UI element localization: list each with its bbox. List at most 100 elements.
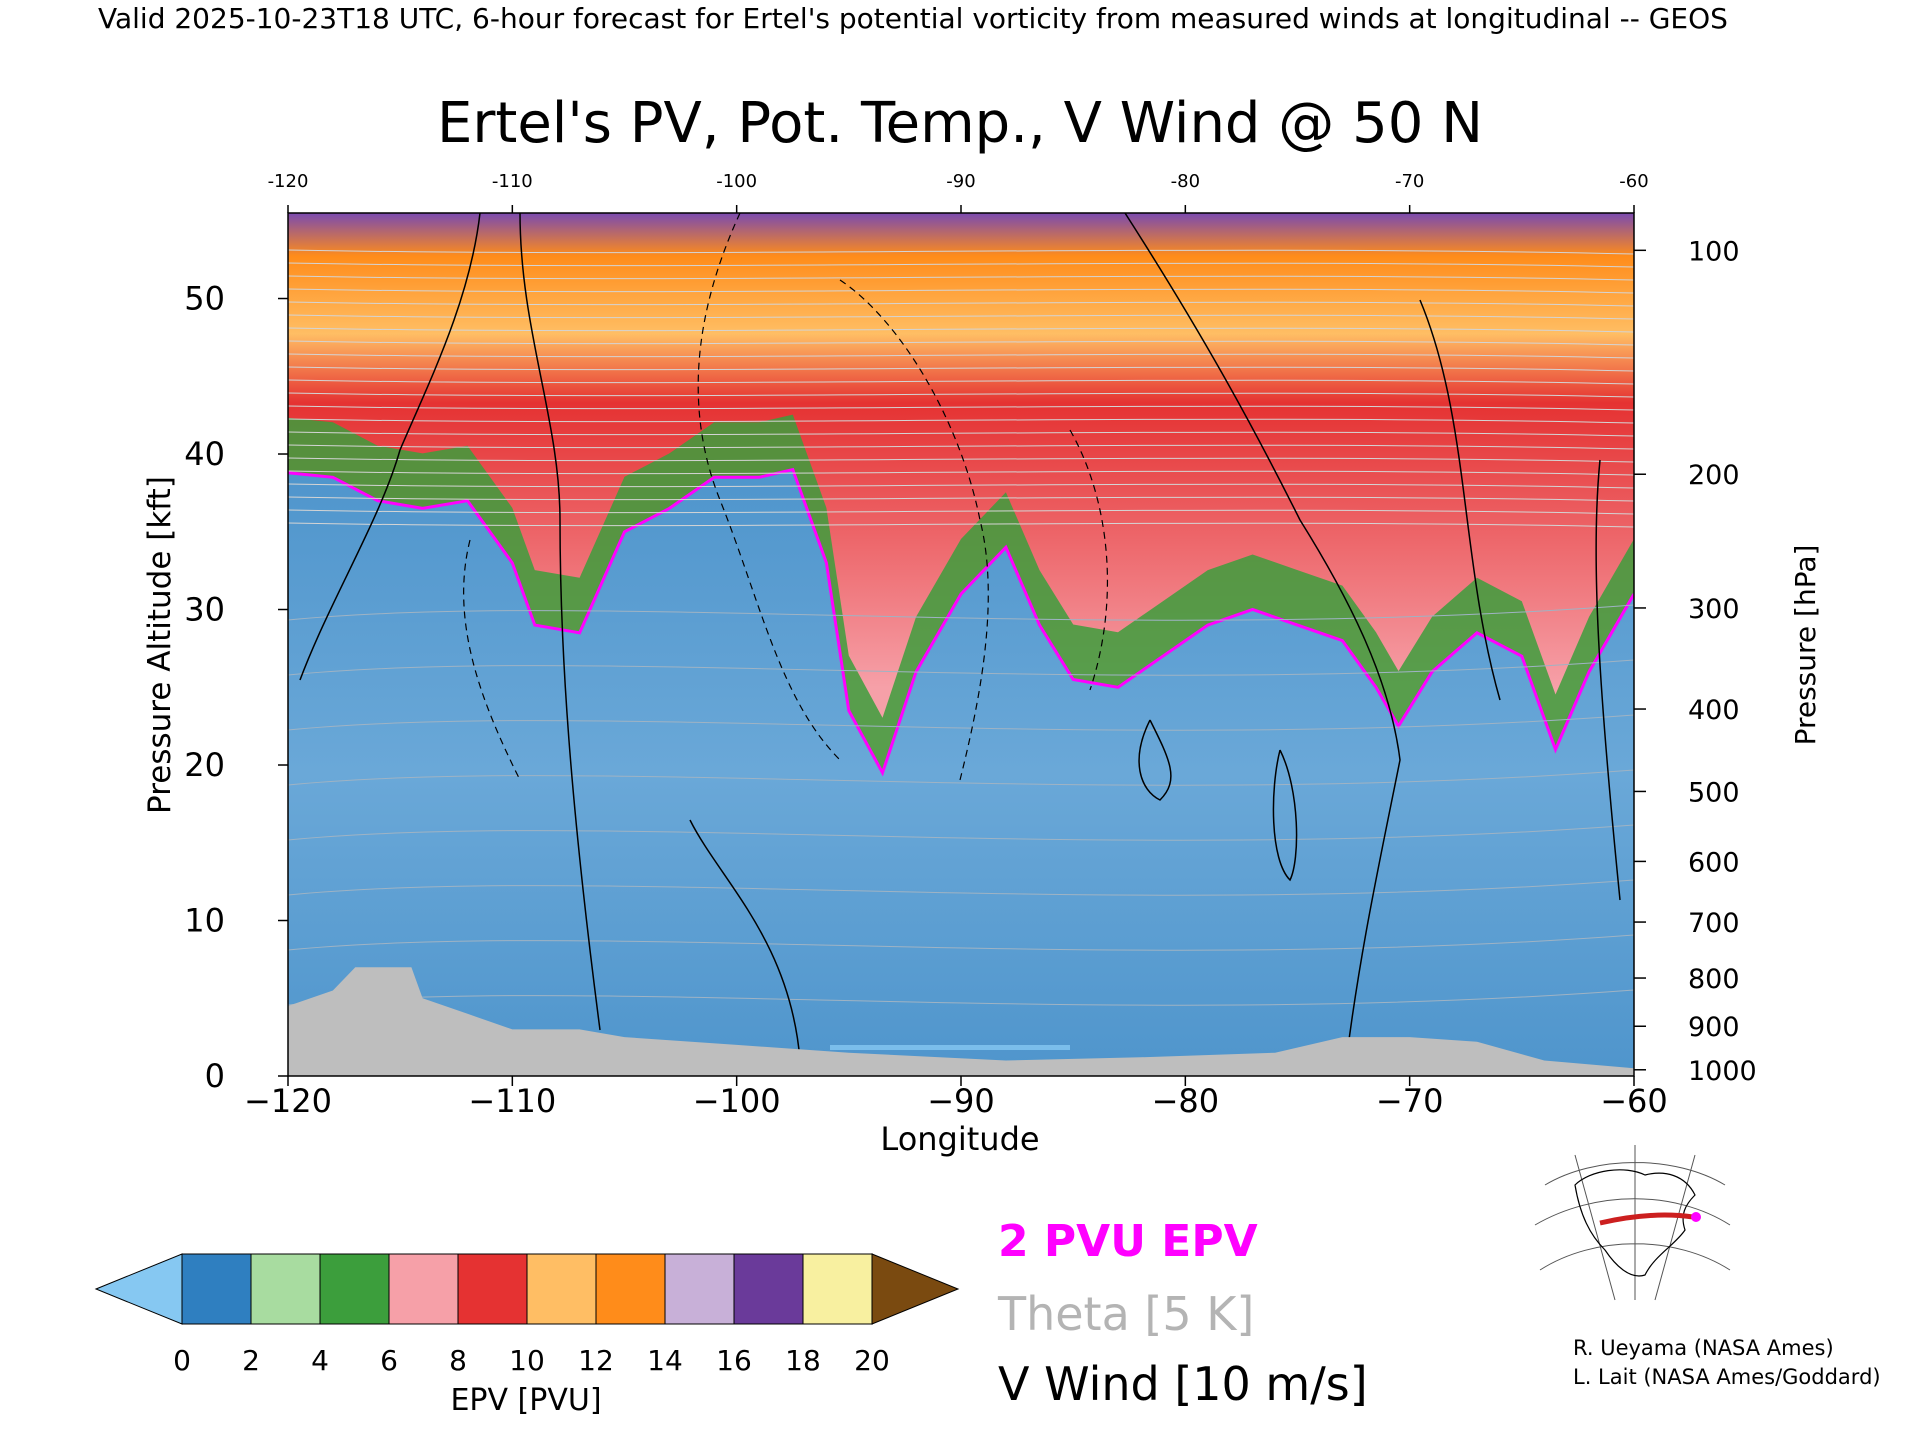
y-tick-label: 20 bbox=[184, 746, 225, 784]
theta-contour bbox=[288, 483, 1634, 489]
x-top-tick-label: -80 bbox=[1171, 171, 1200, 192]
theta-contour bbox=[288, 418, 1634, 424]
v-wind-contour bbox=[1069, 429, 1109, 691]
pressure-tick-label: 900 bbox=[1688, 1012, 1740, 1043]
theta-contour bbox=[288, 824, 1634, 841]
theta-contour bbox=[288, 405, 1634, 411]
theta-contour bbox=[288, 262, 1634, 268]
x-tick-label: −100 bbox=[693, 1082, 781, 1120]
v-wind-contour bbox=[1272, 749, 1298, 882]
x-top-tick-label: -120 bbox=[268, 171, 309, 192]
legend-epv: 2 PVU EPV bbox=[998, 1216, 1258, 1267]
chart-title: Ertel's PV, Pot. Temp., V Wind @ 50 N bbox=[437, 91, 1483, 156]
x-axis-ticks: −120 -120 −110 -110 −100 -100 −90 -90 −80 -80 −70 -… bbox=[244, 171, 1668, 1120]
pressure-tick-label: 800 bbox=[1688, 964, 1740, 995]
credit-line-1: R. Ueyama (NASA Ames) bbox=[1573, 1336, 1834, 1360]
colorbar-max-arrow bbox=[871, 1253, 960, 1325]
colorbar-tick-label: 8 bbox=[449, 1344, 467, 1377]
pressure-tick-label: 400 bbox=[1688, 695, 1740, 726]
credit-line-2: L. Lait (NASA Ames/Goddard) bbox=[1573, 1365, 1881, 1389]
y-tick-label: 30 bbox=[184, 591, 225, 629]
theta-contour bbox=[288, 275, 1634, 281]
theta-contour bbox=[288, 301, 1634, 307]
colorbar-tick-label: 18 bbox=[785, 1344, 821, 1377]
near-surface-cyan bbox=[830, 1045, 1070, 1050]
tropopause-2pvu-contour bbox=[288, 467, 1634, 777]
colorbar-tick-label: 0 bbox=[173, 1344, 191, 1377]
v-wind-contour bbox=[463, 539, 521, 781]
pressure-tick-label: 300 bbox=[1688, 594, 1740, 625]
x-tick-label: −90 bbox=[927, 1082, 995, 1120]
x-tick-label: −80 bbox=[1152, 1082, 1220, 1120]
colorbar-segment bbox=[664, 1253, 735, 1325]
theta-contour bbox=[288, 379, 1634, 385]
colorbar-segment bbox=[388, 1253, 459, 1325]
legend-theta: Theta [5 K] bbox=[997, 1287, 1254, 1341]
colorbar-segment bbox=[802, 1253, 873, 1325]
locator-map-graticule bbox=[1534, 1145, 1731, 1301]
v-wind-contour bbox=[839, 279, 989, 781]
plot-area bbox=[288, 213, 1634, 1076]
theta-contour bbox=[288, 392, 1634, 398]
v-wind-contour bbox=[519, 213, 601, 1031]
colorbar-tick-label: 12 bbox=[578, 1344, 614, 1377]
theta-contour bbox=[288, 288, 1634, 294]
locator-map-background bbox=[1535, 1145, 1730, 1300]
colorbar-segment bbox=[526, 1253, 597, 1325]
colorbar-segment bbox=[457, 1253, 528, 1325]
x-top-tick-label: -60 bbox=[1619, 171, 1648, 192]
colorbar-min-arrow bbox=[94, 1253, 183, 1325]
colorbar-label: EPV [PVU] bbox=[450, 1383, 601, 1418]
v-wind-contour bbox=[1124, 213, 1401, 1071]
v-wind-contour bbox=[1138, 719, 1172, 801]
pressure-tick-label: 600 bbox=[1688, 847, 1740, 878]
x-axis-label: Longitude bbox=[880, 1120, 1039, 1158]
theta-contour bbox=[288, 522, 1634, 528]
y-tick-label: 10 bbox=[184, 902, 225, 940]
theta-contour bbox=[288, 366, 1634, 372]
theta-contour bbox=[288, 327, 1634, 333]
v-wind-contour bbox=[1595, 459, 1621, 901]
theta-contour bbox=[288, 444, 1634, 450]
theta-contour bbox=[288, 509, 1634, 515]
v-wind-contour bbox=[299, 213, 481, 681]
x-top-tick-label: -70 bbox=[1395, 171, 1424, 192]
colorbar-segment bbox=[319, 1253, 390, 1325]
theta-contour bbox=[288, 714, 1634, 731]
pressure-tick-label: 200 bbox=[1688, 460, 1740, 491]
colorbar-tick-label: 14 bbox=[647, 1344, 683, 1377]
x-tick-label: −120 bbox=[244, 1082, 332, 1120]
locator-map bbox=[1534, 1145, 1731, 1301]
y-axis-right-label: Pressure [hPa] bbox=[1789, 545, 1822, 746]
x-tick-label: −60 bbox=[1600, 1082, 1668, 1120]
colorbar-tick-label: 20 bbox=[854, 1344, 890, 1377]
colorbar-tick-label: 6 bbox=[380, 1344, 398, 1377]
theta-contour bbox=[288, 934, 1634, 951]
legend-v-wind: V Wind [10 m/s] bbox=[998, 1357, 1368, 1411]
v-wind-dashed-contours bbox=[463, 213, 1109, 781]
theta-contour bbox=[288, 314, 1634, 320]
colorbar-segment bbox=[181, 1253, 252, 1325]
colorbar-tick-label: 2 bbox=[242, 1344, 260, 1377]
theta-contour bbox=[288, 604, 1634, 621]
theta-contour bbox=[288, 340, 1634, 346]
colorbar-segment bbox=[733, 1253, 804, 1325]
y-tick-label: 0 bbox=[205, 1057, 225, 1095]
theta-contour bbox=[288, 879, 1634, 896]
y-tick-label: 50 bbox=[184, 280, 225, 318]
theta-contour bbox=[288, 457, 1634, 463]
colorbar-segment bbox=[250, 1253, 321, 1325]
locator-map-marker bbox=[1691, 1212, 1701, 1222]
theta-contour bbox=[288, 470, 1634, 476]
pressure-tick-label: 500 bbox=[1688, 777, 1740, 808]
y-axis-label: Pressure Altitude [kft] bbox=[142, 476, 178, 814]
colorbar-tick-label: 10 bbox=[509, 1344, 545, 1377]
pressure-tick-label: 100 bbox=[1688, 236, 1740, 267]
x-top-tick-label: -90 bbox=[946, 171, 975, 192]
locator-map-section-line bbox=[1599, 1212, 1694, 1226]
y-tick-label: 40 bbox=[184, 435, 225, 473]
v-wind-contour bbox=[689, 819, 801, 1061]
colorbar-tick-label: 16 bbox=[716, 1344, 752, 1377]
theta-contours bbox=[288, 249, 1634, 1006]
